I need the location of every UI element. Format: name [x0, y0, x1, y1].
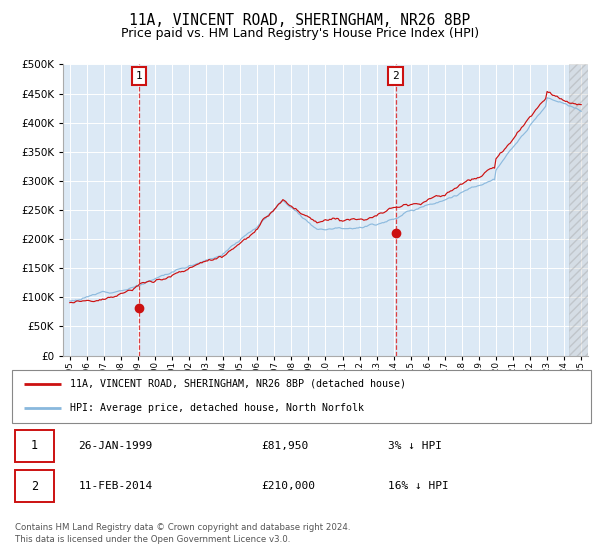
- Text: HPI: Average price, detached house, North Norfolk: HPI: Average price, detached house, Nort…: [70, 403, 364, 413]
- Text: This data is licensed under the Open Government Licence v3.0.: This data is licensed under the Open Gov…: [15, 535, 290, 544]
- Text: £210,000: £210,000: [261, 481, 315, 491]
- Text: 3% ↓ HPI: 3% ↓ HPI: [388, 441, 442, 451]
- Text: 16% ↓ HPI: 16% ↓ HPI: [388, 481, 449, 491]
- Text: Price paid vs. HM Land Registry's House Price Index (HPI): Price paid vs. HM Land Registry's House …: [121, 27, 479, 40]
- FancyBboxPatch shape: [12, 370, 591, 423]
- Bar: [569, 64, 588, 356]
- Text: 1: 1: [136, 71, 143, 81]
- Text: 1: 1: [31, 439, 38, 452]
- FancyBboxPatch shape: [15, 470, 54, 502]
- Text: £81,950: £81,950: [261, 441, 308, 451]
- Text: 11-FEB-2014: 11-FEB-2014: [79, 481, 153, 491]
- Text: 26-JAN-1999: 26-JAN-1999: [79, 441, 153, 451]
- FancyBboxPatch shape: [15, 430, 54, 462]
- Text: 2: 2: [392, 71, 399, 81]
- Text: 11A, VINCENT ROAD, SHERINGHAM, NR26 8BP: 11A, VINCENT ROAD, SHERINGHAM, NR26 8BP: [130, 13, 470, 27]
- Text: 11A, VINCENT ROAD, SHERINGHAM, NR26 8BP (detached house): 11A, VINCENT ROAD, SHERINGHAM, NR26 8BP …: [70, 379, 406, 389]
- Text: 2: 2: [31, 479, 38, 493]
- Text: Contains HM Land Registry data © Crown copyright and database right 2024.: Contains HM Land Registry data © Crown c…: [15, 523, 350, 532]
